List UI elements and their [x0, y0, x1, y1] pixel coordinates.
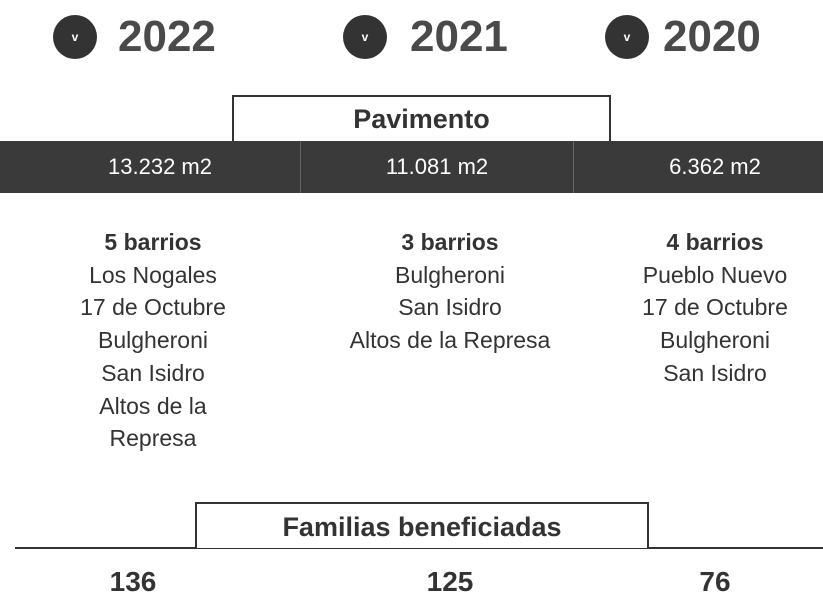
- pavimento-bar: [0, 141, 823, 193]
- rule: [15, 547, 823, 549]
- barrio: Altos de la: [99, 392, 207, 419]
- year-toggle[interactable]: v: [605, 15, 649, 59]
- year: 2021: [410, 12, 508, 61]
- barrios-list: 3 barrios Bulgheroni San Isidro Altos de la…: [310, 226, 590, 357]
- barrio: Pueblo Nuevo: [642, 261, 788, 288]
- barrio: Los Nogales: [89, 261, 217, 288]
- divider: [573, 141, 574, 193]
- divider: [300, 141, 301, 193]
- barrios-title: 5 barrios: [104, 229, 202, 255]
- barrio: San Isidro: [663, 359, 767, 386]
- barrios-list: 4 barrios Pueblo Nuevo 17 de Octubre Bulghe…: [575, 226, 823, 390]
- barrio: San Isidro: [101, 359, 205, 386]
- year: 2022: [118, 12, 216, 61]
- barrio: Altos de la Represa: [349, 327, 551, 354]
- barrios-title: 4 barrios: [666, 229, 764, 255]
- pavimento-value: 13.232 m2: [108, 154, 212, 179]
- barrio: 17 de Octubre: [80, 294, 226, 321]
- pavimento-value: 6.362 m2: [669, 154, 761, 179]
- year: 2020: [663, 12, 761, 61]
- barrio: 17 de Octubre: [642, 294, 788, 321]
- familias-value: 136: [109, 566, 157, 597]
- barrio: Bulgheroni: [395, 261, 505, 288]
- familias-value: 125: [426, 566, 474, 597]
- year-toggle[interactable]: v: [53, 15, 97, 59]
- barrio: Bulgheroni: [660, 327, 770, 354]
- year-toggle[interactable]: v: [343, 15, 387, 59]
- barrios-list: 5 barrios Los Nogales 17 de Octubre Bulgher…: [13, 226, 293, 455]
- barrio: San Isidro: [398, 294, 502, 321]
- familias-title: Familias beneficiadas: [195, 502, 649, 548]
- pavimento-value: 11.081 m2: [385, 154, 489, 179]
- barrios-title: 3 barrios: [401, 229, 499, 255]
- familias-value: 76: [699, 566, 731, 597]
- pavimento-title: Pavimento: [232, 95, 611, 141]
- barrio: Represa: [109, 425, 197, 452]
- barrio: Bulgheroni: [98, 327, 208, 354]
